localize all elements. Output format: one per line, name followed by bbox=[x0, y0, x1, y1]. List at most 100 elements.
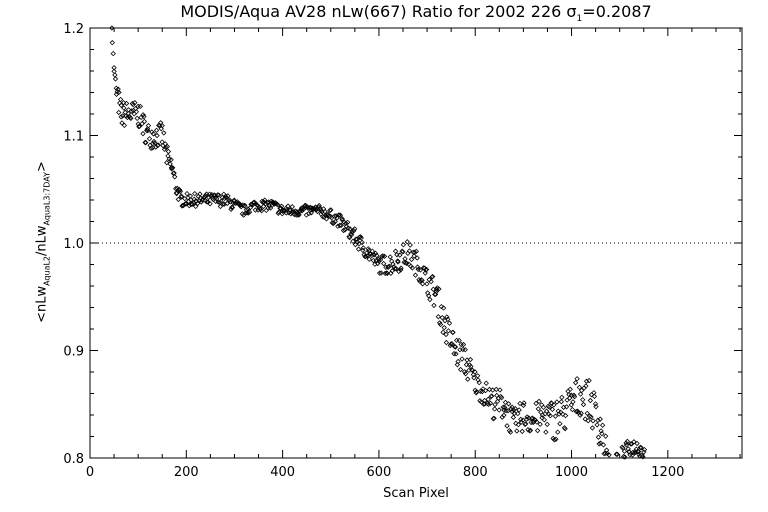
data-point bbox=[148, 145, 154, 151]
data-point bbox=[563, 404, 570, 410]
data-point bbox=[213, 196, 220, 202]
data-point bbox=[279, 211, 285, 217]
data-point bbox=[502, 399, 509, 406]
data-point bbox=[406, 248, 413, 254]
chart-title: MODIS/Aqua AV28 nLw(667) Ratio for 2002 … bbox=[180, 2, 652, 25]
data-point bbox=[229, 204, 236, 211]
data-point bbox=[430, 286, 436, 293]
data-point bbox=[352, 226, 358, 232]
data-point bbox=[355, 246, 362, 252]
data-point bbox=[620, 453, 627, 460]
data-point bbox=[308, 207, 315, 213]
data-point bbox=[432, 291, 439, 298]
data-point bbox=[331, 220, 337, 226]
data-point bbox=[576, 384, 583, 391]
data-point bbox=[449, 341, 455, 347]
plot-frame bbox=[89, 27, 743, 459]
data-point bbox=[587, 397, 594, 404]
data-point bbox=[624, 438, 631, 445]
data-points bbox=[109, 25, 648, 460]
data-point bbox=[387, 254, 393, 260]
data-point bbox=[476, 379, 482, 386]
data-point bbox=[117, 96, 124, 103]
data-point bbox=[505, 401, 512, 407]
data-point bbox=[562, 412, 569, 419]
data-point bbox=[497, 387, 503, 393]
data-point bbox=[572, 380, 579, 386]
data-point bbox=[381, 253, 388, 260]
data-point bbox=[216, 192, 222, 198]
data-point bbox=[376, 258, 382, 264]
x-tick-label: 0 bbox=[86, 465, 94, 480]
data-point bbox=[436, 286, 442, 292]
data-point bbox=[374, 252, 380, 259]
data-point bbox=[461, 369, 468, 375]
data-point bbox=[507, 429, 514, 435]
data-point bbox=[140, 112, 146, 118]
data-point bbox=[408, 256, 415, 263]
data-point bbox=[485, 396, 491, 403]
data-point bbox=[412, 249, 418, 256]
data-point bbox=[424, 281, 430, 287]
data-point bbox=[371, 252, 377, 258]
data-point bbox=[207, 201, 213, 207]
data-point bbox=[400, 249, 406, 255]
data-point bbox=[437, 321, 444, 328]
data-point bbox=[223, 194, 229, 201]
data-point bbox=[555, 429, 561, 435]
data-point bbox=[337, 212, 344, 218]
data-point bbox=[378, 270, 384, 276]
data-point bbox=[220, 201, 226, 207]
data-point bbox=[471, 375, 477, 381]
data-point bbox=[519, 428, 525, 435]
data-point bbox=[372, 250, 379, 257]
data-point bbox=[177, 187, 183, 193]
data-point bbox=[177, 188, 183, 195]
data-point bbox=[376, 270, 383, 276]
data-point bbox=[386, 263, 392, 269]
data-point bbox=[247, 204, 254, 211]
data-point bbox=[225, 193, 231, 199]
data-point bbox=[485, 401, 492, 407]
data-point bbox=[549, 406, 556, 413]
data-point bbox=[562, 426, 568, 432]
data-point bbox=[360, 247, 366, 253]
data-point bbox=[599, 422, 606, 428]
data-point bbox=[538, 409, 544, 416]
data-point bbox=[202, 192, 209, 199]
data-point bbox=[275, 202, 281, 208]
data-point bbox=[586, 413, 593, 419]
data-point bbox=[571, 394, 578, 400]
data-point bbox=[363, 253, 369, 260]
data-point bbox=[377, 257, 384, 263]
data-point bbox=[372, 261, 378, 267]
data-point bbox=[173, 190, 180, 196]
data-point bbox=[404, 239, 410, 245]
data-point bbox=[494, 398, 501, 404]
data-point bbox=[443, 331, 449, 338]
data-point bbox=[150, 131, 157, 137]
data-point bbox=[163, 144, 169, 151]
data-point bbox=[121, 122, 128, 129]
data-point bbox=[567, 386, 573, 392]
data-point bbox=[118, 102, 124, 108]
data-point bbox=[136, 123, 143, 130]
data-point bbox=[161, 130, 167, 136]
data-point bbox=[637, 453, 643, 459]
data-point bbox=[579, 387, 585, 394]
x-tick-label: 1200 bbox=[651, 465, 684, 480]
data-point bbox=[512, 406, 518, 412]
data-point bbox=[540, 404, 547, 411]
data-point bbox=[204, 199, 210, 205]
data-point bbox=[382, 270, 388, 277]
data-point bbox=[443, 339, 450, 346]
data-point bbox=[134, 115, 140, 122]
data-point bbox=[594, 422, 600, 428]
data-point bbox=[438, 303, 445, 310]
data-point bbox=[593, 403, 599, 410]
data-point bbox=[641, 446, 648, 453]
data-point bbox=[569, 406, 576, 413]
data-point bbox=[305, 205, 311, 212]
data-point bbox=[423, 266, 430, 273]
data-point bbox=[597, 416, 603, 422]
